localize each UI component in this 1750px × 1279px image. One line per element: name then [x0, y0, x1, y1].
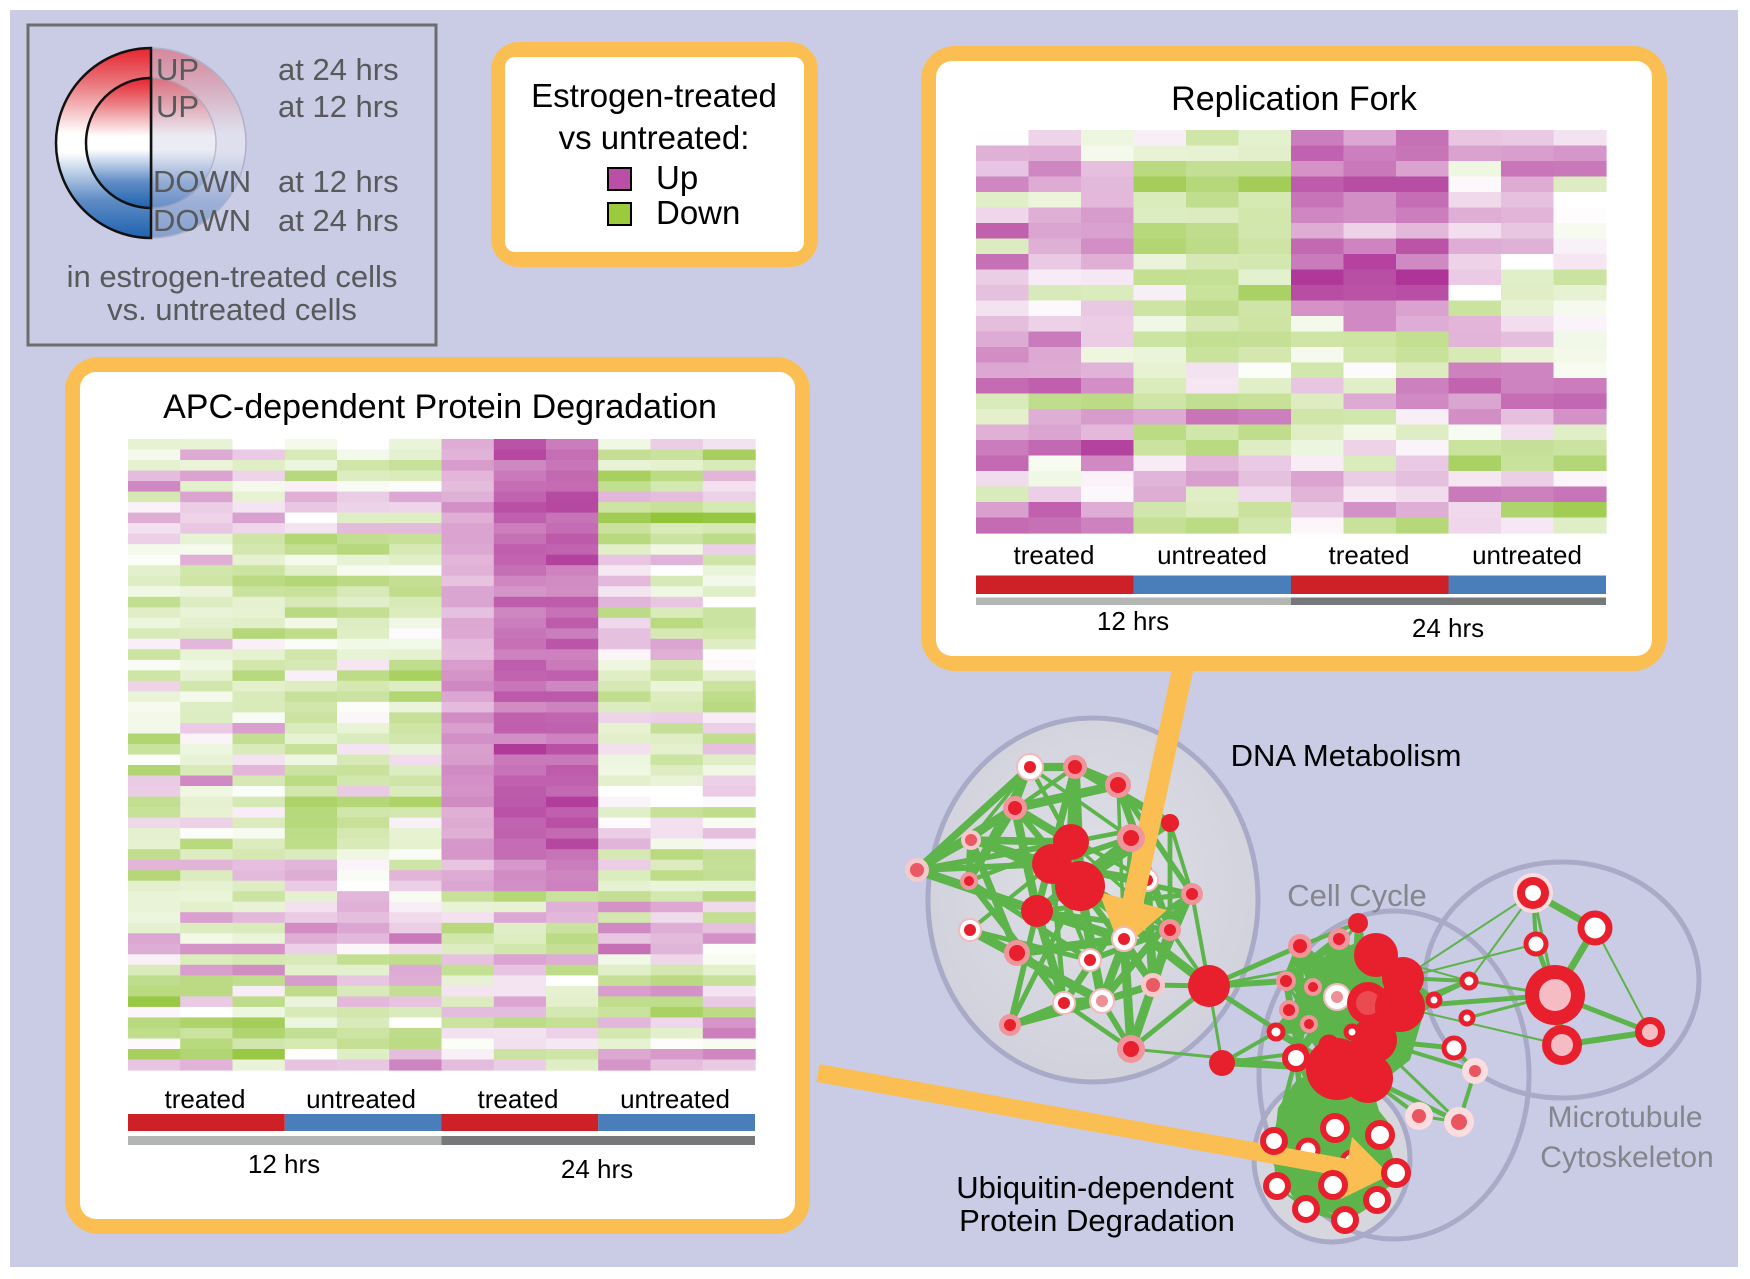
svg-text:Microtubule: Microtubule [1547, 1101, 1702, 1134]
svg-text:Ubiquitin-dependent: Ubiquitin-dependent [956, 1170, 1234, 1205]
svg-text:Estrogen-treated: Estrogen-treated [531, 77, 777, 114]
svg-text:DOWN: DOWN [153, 164, 251, 199]
svg-text:untreated: untreated [1472, 540, 1582, 570]
svg-text:treated: treated [165, 1084, 246, 1114]
svg-text:Cell Cycle: Cell Cycle [1287, 878, 1427, 913]
svg-text:12 hrs: 12 hrs [248, 1149, 320, 1179]
svg-text:24 hrs: 24 hrs [561, 1154, 633, 1184]
svg-text:untreated: untreated [306, 1084, 416, 1114]
svg-text:UP: UP [156, 52, 199, 87]
svg-text:at 12 hrs: at 12 hrs [278, 164, 399, 199]
svg-text:at 24 hrs: at 24 hrs [278, 203, 399, 238]
svg-text:at 24 hrs: at 24 hrs [278, 52, 399, 87]
svg-text:treated: treated [1014, 540, 1095, 570]
svg-text:DOWN: DOWN [153, 203, 251, 238]
svg-text:APC-dependent Protein Degradat: APC-dependent Protein Degradation [163, 388, 717, 426]
svg-text:vs. untreated cells: vs. untreated cells [107, 292, 357, 327]
svg-text:24 hrs: 24 hrs [1412, 613, 1484, 643]
svg-text:UP: UP [156, 89, 199, 124]
svg-text:in estrogen-treated cells: in estrogen-treated cells [67, 259, 398, 294]
svg-text:12 hrs: 12 hrs [1097, 606, 1169, 636]
svg-text:untreated: untreated [620, 1084, 730, 1114]
svg-text:treated: treated [478, 1084, 559, 1114]
svg-text:at 12 hrs: at 12 hrs [278, 89, 399, 124]
svg-text:Cytoskeleton: Cytoskeleton [1540, 1141, 1713, 1174]
svg-text:Protein Degradation: Protein Degradation [959, 1203, 1235, 1238]
svg-text:vs untreated:: vs untreated: [559, 119, 750, 156]
svg-text:untreated: untreated [1157, 540, 1267, 570]
svg-text:treated: treated [1329, 540, 1410, 570]
svg-text:Up: Up [656, 159, 698, 196]
svg-text:Replication Fork: Replication Fork [1171, 80, 1418, 118]
svg-text:Down: Down [656, 194, 740, 231]
svg-text:DNA Metabolism: DNA Metabolism [1231, 738, 1462, 773]
